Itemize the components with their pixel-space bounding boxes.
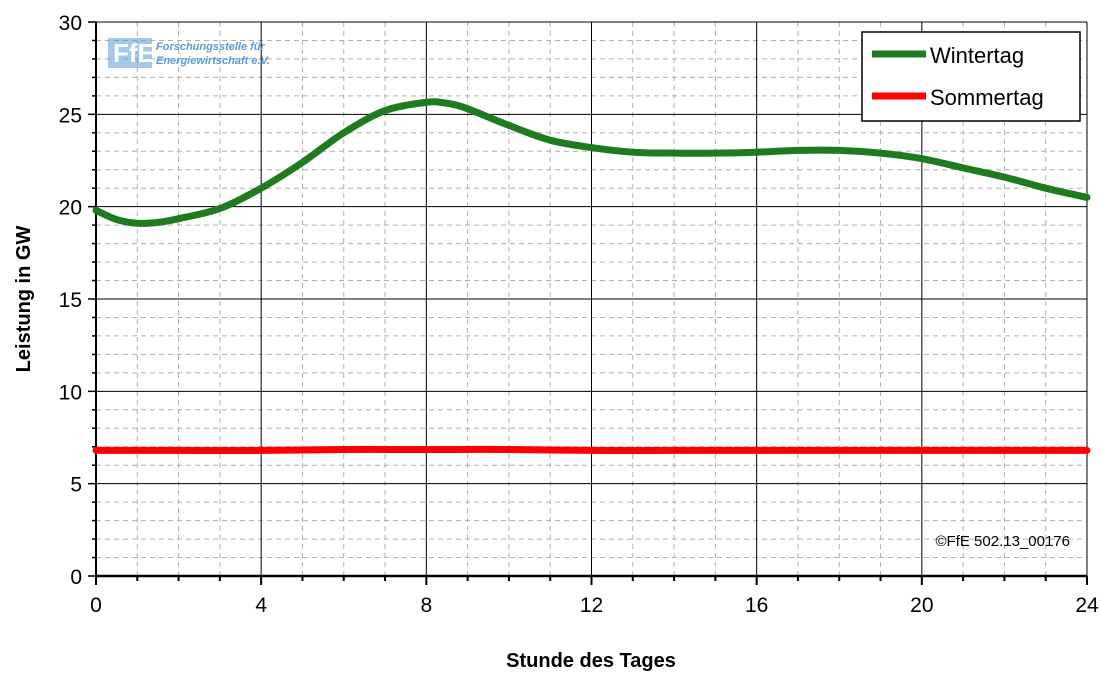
ffe-logo-mark <box>108 38 152 68</box>
legend-label-wintertag: Wintertag <box>930 43 1024 68</box>
axes <box>88 21 1088 585</box>
x-tick-label: 12 <box>580 594 603 617</box>
legend-label-sommertag: Sommertag <box>930 85 1044 110</box>
logo-line-1: Forschungsstelle für <box>156 41 266 53</box>
x-tick-label: 4 <box>255 594 267 617</box>
y-tick-label: 30 <box>59 12 82 35</box>
series-lines <box>92 98 1091 454</box>
x-tick-label: 16 <box>745 594 768 617</box>
x-tick-label: 8 <box>420 594 432 617</box>
tick-labels: 0 4 8 12 16 20 24 0 5 10 15 20 25 30 <box>59 12 1099 617</box>
y-axis-title: Leistung in GW <box>13 226 35 373</box>
y-tick-label: 5 <box>70 474 82 497</box>
x-tick-label: 0 <box>90 594 102 617</box>
series-line-wintertag <box>92 98 1091 227</box>
ffe-logo-letters: FfE <box>113 38 155 68</box>
x-axis-title: Stunde des Tages <box>506 650 676 672</box>
x-tick-label: 20 <box>910 594 933 617</box>
y-tick-label: 0 <box>70 566 82 589</box>
x-tick-label: 24 <box>1075 594 1099 617</box>
ffe-logo: FfE Forschungsstelle für Energiewirtscha… <box>108 38 270 68</box>
y-tick-label: 25 <box>59 104 82 127</box>
legend: Wintertag Sommertag <box>861 31 1081 122</box>
y-tick-label: 20 <box>59 197 82 220</box>
copyright-note: ©FfE 502.13_00176 <box>936 533 1071 550</box>
y-tick-label: 15 <box>59 289 82 312</box>
legend-box <box>861 31 1081 122</box>
series-line-sommertag <box>92 445 1091 454</box>
logo-line-2: Energiewirtschaft e.V. <box>156 55 270 67</box>
y-tick-label: 10 <box>59 381 82 404</box>
